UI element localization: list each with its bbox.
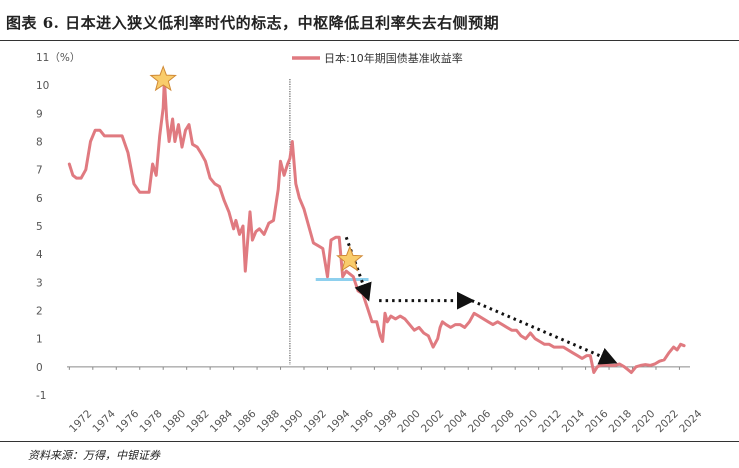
x-tick-label: 1976 [114,408,142,436]
x-tick-label: 2020 [630,408,657,435]
x-tick-label: 1998 [372,408,399,435]
x-tick-label: 2022 [654,408,681,435]
x-tick-label: 2012 [536,408,563,435]
y-tick-label: 7 [36,165,43,177]
x-tick-label: 1984 [208,408,236,436]
chart-title: 图表 6. 日本进入狭义低利率时代的标志，中枢降低且利率失去右侧预期 [6,14,500,32]
x-tick-label: 2002 [419,408,446,435]
x-tick-label: 1996 [349,408,377,436]
x-tick-label: 1980 [161,408,188,435]
trend-arrow [344,236,372,302]
x-tick-label: 1986 [231,408,259,436]
x-tick-label: 2004 [442,408,470,436]
x-tick-label: 1978 [137,408,164,435]
x-tick-label: 1982 [184,408,211,435]
y-tick-label: 2 [36,306,43,318]
x-tick-label: 2010 [513,408,540,435]
x-tick-label: 1992 [302,408,329,435]
y-tick-label: 10 [36,80,49,92]
y-tick-label: 5 [36,221,43,233]
x-tick-label: 2000 [395,408,422,435]
y-tick-label: 1 [36,334,43,346]
highlight-star [149,65,177,92]
x-tick-label: 2014 [560,408,588,436]
title-bar: 图表 6. 日本进入狭义低利率时代的标志，中枢降低且利率失去右侧预期 [0,0,739,41]
y-axis-unit-label: 11（%） [36,52,80,64]
x-tick-label: 2024 [677,408,705,436]
x-tick-label: 1972 [67,408,94,435]
x-tick-label: 2006 [466,408,494,436]
x-tick-label: 2018 [607,408,634,435]
y-tick-label: 4 [36,249,43,261]
source-note: 资料来源：万得，中银证券 [28,449,160,462]
x-tick-label: 2016 [583,408,611,436]
x-tick-label: 1994 [325,408,353,436]
x-tick-label: 2008 [489,408,516,435]
trend-arrow [471,299,618,365]
legend-label: 日本:10年期国债基准收益率 [324,51,463,65]
x-tick-label: 1990 [278,408,305,435]
highlight-star [336,245,364,272]
y-tick-label: 0 [36,362,43,374]
y-tick-label: 8 [36,137,43,149]
x-tick-label: 1974 [90,408,118,436]
y-tick-label: 9 [36,108,43,120]
y-tick-label: 3 [36,277,43,289]
y-tick-label: 6 [36,193,43,205]
series-line [67,78,686,374]
y-tick-label: -1 [36,390,46,402]
source-divider [0,441,739,442]
x-tick-label: 1988 [255,408,282,435]
